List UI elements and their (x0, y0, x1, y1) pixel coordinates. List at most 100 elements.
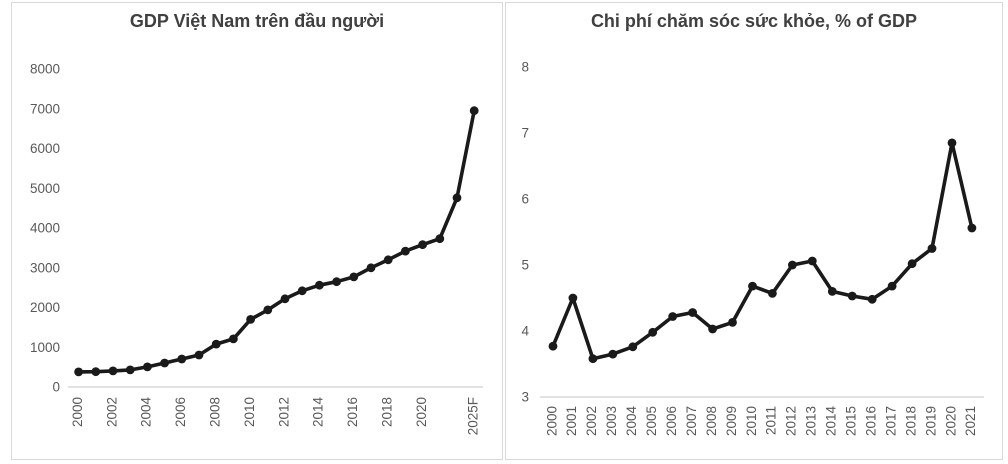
x-axis-tick-label: 2011 (764, 406, 779, 435)
y-axis-tick-label: 7000 (30, 101, 60, 116)
x-axis-tick-label: 2009 (724, 406, 739, 436)
data-point-marker (728, 318, 737, 327)
x-axis-tick-label: 2001 (564, 406, 579, 436)
y-axis-tick-label: 7 (521, 126, 529, 141)
data-point-marker (263, 305, 273, 315)
data-point-marker (947, 138, 957, 148)
data-point-marker (548, 341, 558, 351)
x-axis-tick-label: 2012 (784, 406, 799, 436)
data-point-marker (108, 366, 118, 376)
data-point-marker (648, 327, 658, 337)
x-axis-tick-label: 2000 (70, 397, 85, 427)
data-point-marker (74, 367, 83, 377)
x-axis-tick-label: 2014 (311, 397, 326, 428)
data-point-marker (907, 259, 917, 269)
data-point-marker (246, 315, 256, 324)
x-axis-tick-label: 2019 (923, 406, 938, 436)
y-axis-tick-label: 4 (521, 324, 529, 339)
data-point-marker (807, 256, 817, 266)
x-axis-tick-label: 2018 (380, 397, 395, 427)
y-axis-tick-label: 3000 (30, 260, 60, 275)
y-axis-tick-label: 8000 (30, 62, 60, 77)
y-axis-tick-label: 3 (521, 390, 529, 405)
y-axis-tick-label: 0 (52, 380, 60, 395)
y-axis-tick-label: 5000 (30, 181, 60, 196)
x-axis-tick-label: 2016 (345, 397, 360, 427)
x-axis-tick-label: 2025F (466, 397, 481, 435)
series-line (76, 108, 477, 374)
data-point-marker (748, 281, 757, 291)
data-point-marker (194, 350, 204, 360)
data-point-marker (588, 354, 598, 364)
x-axis-tick-label: 2015 (844, 406, 859, 436)
chart-title-gdp-per-capita: GDP Việt Nam trên đầu người (129, 11, 385, 31)
x-axis-tick-label: 2017 (883, 406, 898, 436)
data-point-marker (280, 294, 290, 304)
data-point-marker (867, 294, 877, 304)
data-point-marker (349, 272, 359, 282)
x-axis-tick-label: 2002 (584, 406, 599, 436)
data-point-marker (568, 293, 578, 303)
data-point-marker (469, 106, 479, 116)
x-axis-tick-label: 2014 (824, 406, 839, 437)
data-point-marker (125, 365, 135, 375)
data-point-marker (452, 193, 462, 203)
x-axis-tick-label: 2003 (604, 406, 619, 436)
x-axis-tick-label: 2012 (276, 397, 291, 427)
data-point-marker (211, 339, 221, 349)
y-axis-tick-label: 1000 (30, 340, 60, 355)
data-point-marker (608, 349, 618, 359)
data-point-marker (91, 367, 101, 377)
y-axis-tick-label: 6000 (30, 141, 60, 156)
chart-panel-health-expenditure: Chi phí chăm sóc sức khỏe, % of GDP 3 4 5 6… (505, 2, 1003, 460)
x-axis-tick-label: 2010 (744, 406, 759, 436)
x-axis-tick-label: 2000 (544, 406, 559, 436)
data-point-marker (229, 334, 238, 344)
x-axis-tick-label: 2006 (173, 397, 188, 427)
data-point-marker (160, 358, 170, 368)
data-point-marker (143, 362, 152, 372)
x-axis-tick-label: 2018 (903, 406, 918, 436)
x-axis-tick-label: 2007 (684, 406, 699, 436)
data-point-marker (383, 255, 393, 265)
data-point-marker (847, 291, 857, 301)
data-point-marker (688, 308, 697, 317)
data-point-marker (297, 286, 307, 296)
data-point-marker (315, 280, 324, 290)
data-point-marker (435, 234, 445, 244)
data-point-marker (788, 260, 797, 270)
data-point-marker (887, 281, 897, 291)
x-axis-tick-label: 2020 (943, 406, 958, 436)
y-axis-tick-label: 4000 (30, 221, 60, 236)
x-axis-tick-label: 2021 (963, 406, 978, 436)
x-axis-tick-label: 2004 (624, 406, 639, 437)
x-axis-tick-label: 2016 (863, 406, 878, 436)
data-point-marker (827, 287, 837, 296)
data-point-marker (967, 223, 977, 233)
data-point-marker (668, 312, 678, 321)
x-axis-tick-label: 2004 (139, 397, 154, 428)
data-point-marker (366, 263, 376, 273)
x-axis-tick-label: 2008 (704, 406, 719, 436)
x-axis-tick-label: 2010 (242, 397, 257, 427)
chart-panel-gdp-per-capita: GDP Việt Nam trên đầu người 0 1000 2000 300… (11, 2, 503, 460)
data-point-marker (768, 289, 777, 298)
data-point-marker (708, 324, 717, 334)
y-axis-tick-label: 2000 (30, 300, 60, 315)
health-expenditure-line-chart: 3 4 5 6 7 8 2000 2001 2002 2003 2004 2005 2006 2007 20… (521, 60, 984, 437)
series-line (551, 141, 974, 361)
data-point-marker (401, 246, 410, 256)
data-point-marker (418, 240, 427, 250)
data-point-marker (927, 244, 937, 253)
data-point-marker (628, 342, 638, 352)
gdp-per-capita-line-chart: 0 1000 2000 3000 4000 5000 6000 7000 8000 2000 200… (30, 62, 483, 435)
x-axis-tick-label: 2002 (104, 397, 119, 427)
data-point-marker (177, 354, 187, 364)
chart-title-health-expenditure: Chi phí chăm sóc sức khỏe, % of GDP (590, 11, 918, 31)
x-axis-tick-label: 2020 (414, 397, 429, 427)
x-axis-tick-label: 2008 (208, 397, 223, 427)
y-axis-tick-label: 8 (521, 60, 529, 75)
y-axis-tick-label: 5 (521, 258, 529, 273)
data-point-marker (332, 277, 341, 287)
